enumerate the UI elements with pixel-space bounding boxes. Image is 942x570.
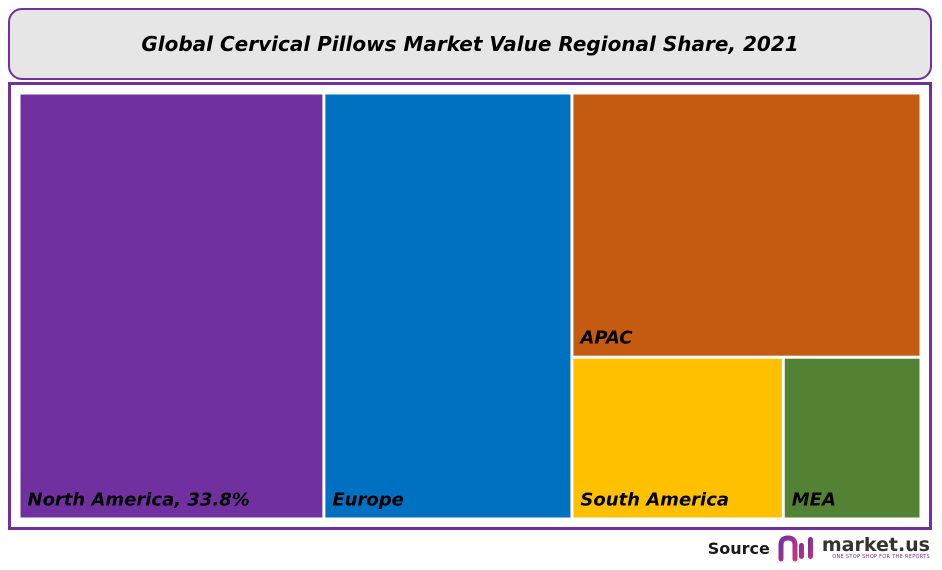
chart-title: Global Cervical Pillows Market Value Reg… [141,32,799,56]
logo-name: market.us [821,534,930,556]
tile-mea [784,358,920,518]
tile-europe [325,94,571,518]
tile-label-europe: Europe [332,490,403,511]
tile-label-apac: APAC [578,328,633,349]
tile-label-north-america: North America, 33.8% [28,490,250,511]
tile-label-mea: MEA [792,490,836,511]
logo-tagline: ONE STOP SHOP FOR THE REPORTS [832,554,930,560]
tile-south-america [573,358,782,518]
tile-label-south-america: South America [580,490,729,511]
treemap-chart: North America, 33.8% Europe APAC South Amer… [20,94,920,518]
source-label: Source [707,538,770,558]
treemap-frame: North America, 33.8% Europe APAC South Amer… [8,82,932,530]
chart-title-box: Global Cervical Pillows Market Value Reg… [8,8,932,80]
market-us-logo-icon [778,535,813,562]
tile-north-america [20,94,323,518]
tile-apac [573,94,920,356]
source-attribution: Source market.us ONE STOP SHOP FOR THE R… [708,532,930,564]
market-us-logo: market.us ONE STOP SHOP FOR THE REPORTS [778,533,930,563]
